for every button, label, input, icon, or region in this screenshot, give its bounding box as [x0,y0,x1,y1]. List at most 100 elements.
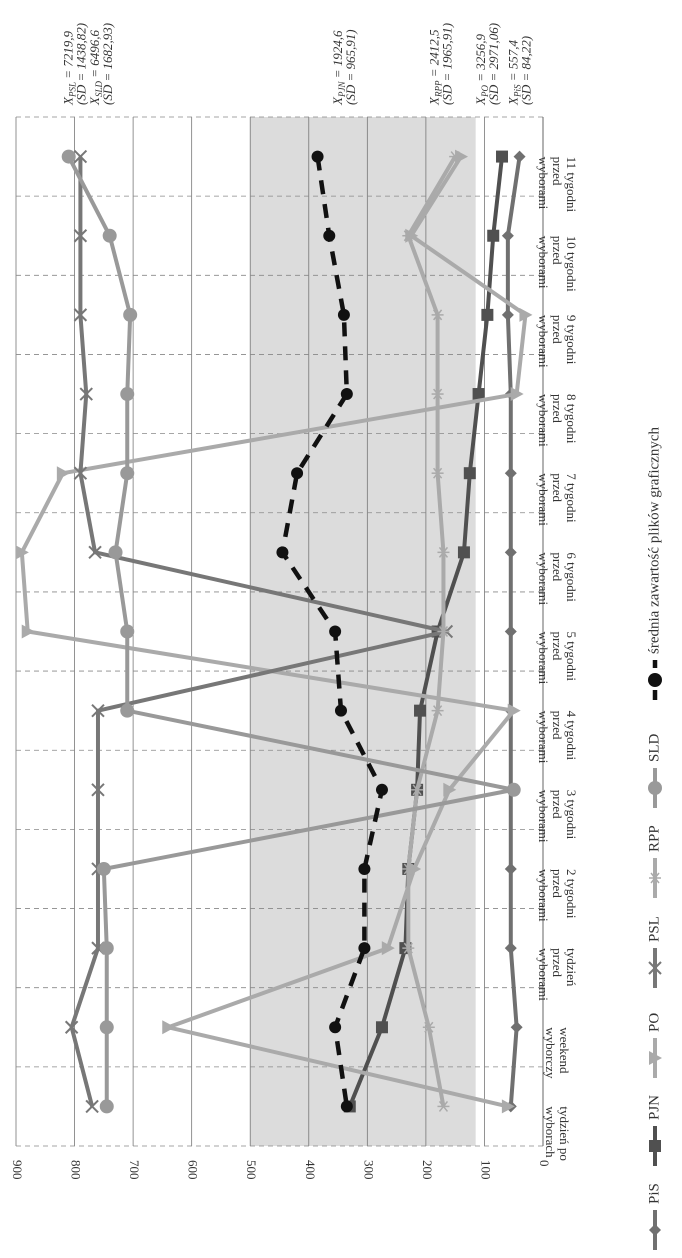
annotation-subscript: PO [480,85,490,98]
annotation-sd: (SD = 965,91) [343,29,358,105]
x-tick-label: wyborczy [543,1027,558,1079]
series-6-point [291,467,304,480]
series-5-point [506,782,521,797]
series-5-point [102,228,117,243]
marker-stroke [73,466,88,480]
series-4-point [449,151,462,163]
annotation-sd: (SD = 2971,06) [486,23,501,105]
series-4-point [431,388,444,400]
series-6-point [323,229,336,242]
series-2-point [501,1099,515,1114]
legend-marker [648,781,662,795]
annotation-value: = 6496,6 [87,30,102,82]
series-5-point [120,387,135,402]
x-tick-label: wyborami [536,315,551,368]
series-2-point [162,1020,176,1035]
series-5-point [120,466,135,481]
series-2-point [56,466,70,481]
series-2-point [510,387,524,402]
marker-stroke [64,1020,79,1034]
series-4-point [431,309,444,321]
series-2-point [21,624,35,639]
annotation: XPiS = 557,4(SD = 84,22) [505,36,533,106]
x-tick-label: przed [550,473,565,502]
series-1-point [463,467,476,480]
series-3-point [91,783,105,797]
marker-stroke [433,388,443,400]
series-5-point [99,1099,114,1114]
y-tick-label: 900 [10,1160,25,1180]
annotation: XPSL = 7219,9(SD = 1438,82) [60,23,88,106]
y-tick-label: 400 [303,1160,318,1180]
series-5-point [120,624,135,639]
series-6-point [340,1100,353,1113]
annotation: XPO = 3256,9(SD = 2971,06) [473,23,501,106]
series-3-point [73,466,88,480]
x-tick-label: przed [550,394,565,423]
series-3-point [91,703,105,718]
series-2-point [381,941,395,956]
x-tick-label: 11 tygodni [564,157,579,213]
series-4-point [431,467,444,479]
y-tick-label: 200 [420,1160,435,1180]
x-tick-label: 10 tygodni [564,236,579,292]
annotation-mean: XRPP = 2412,5 [426,29,443,106]
marker-stroke [424,1021,434,1033]
series-0-point [501,308,514,321]
marker-stroke [648,961,662,975]
legend-item-6: średnia zawartość plików graficznych [646,427,662,700]
series-0-point [510,1021,523,1034]
annotation-subscript: PiS [512,84,522,98]
annotation-mean: XSLD = 6496,6 [87,30,104,106]
legend-item-4: RPP [646,825,662,898]
series-6-point [375,783,388,796]
series-4-point [431,705,444,717]
x-tick-label: przed [550,157,565,186]
series-5-point [61,149,76,164]
series-6-point [340,388,353,401]
annotation-symbol: X [87,96,102,106]
series-6-point [334,704,347,717]
x-tick-label: 7 tygodni [564,473,579,523]
marker-stroke [73,308,88,322]
legend: PiS PJN PO PSL RPP SLD średnia zawartość plikó… [646,427,662,1250]
marker-stroke [438,546,449,558]
annotation: XPJN = 1924,6(SD = 965,91) [330,29,358,106]
annotation-subscript: SLD [94,81,104,98]
annotation-mean: XPSL = 7219,9 [60,31,77,106]
series-6-point [329,1021,342,1034]
marker-stroke [650,872,660,884]
x-tick-label: 9 tygodni [564,315,579,365]
x-tick-label: wyborami [536,157,551,210]
annotation-mean: XPiS = 557,4 [505,40,522,106]
series-1-point [457,546,470,559]
legend-label: średnia zawartość plików graficznych [646,427,662,654]
series-4-point [402,230,415,242]
series-0-point [504,942,517,955]
annotation-value: = 3256,9 [473,34,488,86]
legend-item-2: PO [646,1013,662,1078]
series-5-point [120,703,135,718]
series-0-point [504,467,517,480]
series-annotations: XPSL = 7219,9(SD = 1438,82)XSLD = 6496,6… [60,23,533,106]
annotation-subscript: PJN [337,81,347,98]
x-tick-label: przed [550,869,565,898]
series-2-point [507,703,521,718]
y-tick-label: 800 [69,1160,84,1180]
x-tick-label: wyborach [543,1106,558,1158]
annotation-value: = 1924,6 [330,30,345,82]
marker-stroke [403,230,413,242]
annotation-symbol: X [60,96,75,106]
marker-stroke [433,705,443,717]
legend-item-3: PSL [646,916,662,988]
legend-label: PiS [646,1183,662,1204]
series-6-point [276,546,289,559]
y-tick-label: 700 [127,1160,142,1180]
series-4-point [402,942,415,954]
x-tick-label: wyborami [536,473,551,526]
x-tick-label: 6 tygodni [564,552,579,602]
series-1-point [496,150,509,163]
series-6-point [311,150,324,163]
